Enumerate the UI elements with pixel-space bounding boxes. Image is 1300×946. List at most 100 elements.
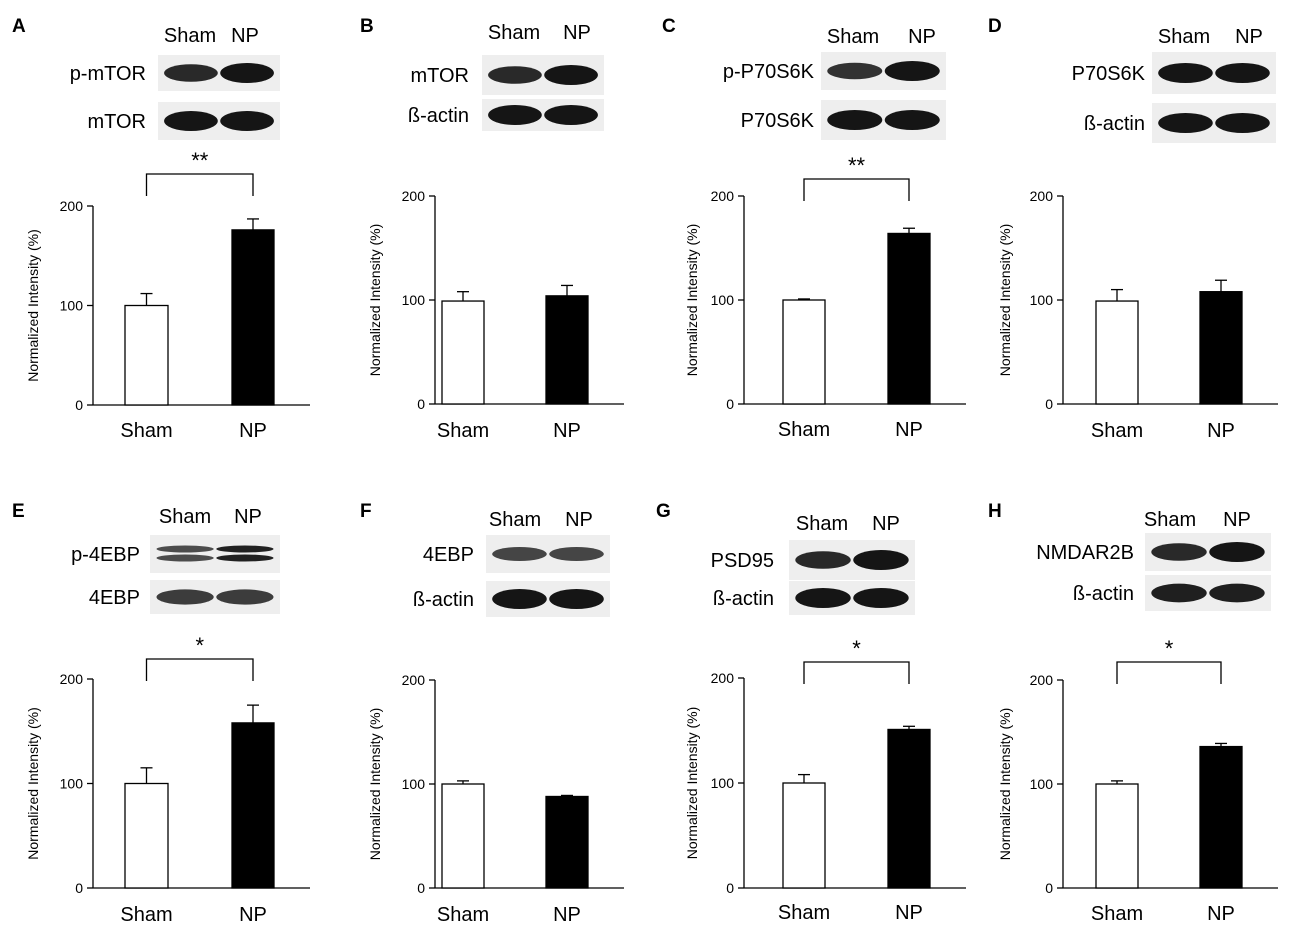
bar-np xyxy=(231,229,275,406)
x-category-label: NP xyxy=(895,419,923,441)
y-axis-label: Normalized Intensity (%) xyxy=(25,229,41,382)
protein-band xyxy=(488,66,542,84)
panel-letter: G xyxy=(656,501,671,522)
protein-band xyxy=(1158,113,1213,133)
y-tick-label: 0 xyxy=(75,880,83,896)
lane-label: Sham xyxy=(159,506,211,528)
y-tick-label: 100 xyxy=(402,292,426,308)
protein-band xyxy=(884,110,940,130)
y-axis-label: Normalized Intensity (%) xyxy=(997,224,1013,377)
lane-label: NP xyxy=(234,506,262,528)
lane-label: NP xyxy=(872,513,900,535)
x-category-label: NP xyxy=(239,420,267,442)
lane-label: NP xyxy=(231,25,259,47)
protein-label: ß-actin xyxy=(713,588,774,610)
panel-h: H Sham NP NMDAR2B ß-actin 0 100 200 Normalized I… xyxy=(988,501,1278,925)
y-tick-label: 100 xyxy=(1030,776,1054,792)
protein-band xyxy=(156,554,214,562)
y-tick-label: 200 xyxy=(711,670,735,686)
protein-band xyxy=(549,547,604,561)
panel-letter: F xyxy=(360,501,372,522)
protein-band xyxy=(1209,542,1265,562)
protein-band xyxy=(164,64,218,82)
protein-band xyxy=(795,588,851,608)
lane-label: Sham xyxy=(489,509,541,531)
y-tick-label: 100 xyxy=(60,298,84,314)
y-tick-label: 200 xyxy=(60,198,84,214)
panel-f: F Sham NP 4EBP ß-actin 0 100 200 Normalized Inte… xyxy=(360,501,624,926)
protein-band xyxy=(544,105,598,125)
y-tick-label: 0 xyxy=(417,396,425,412)
protein-band xyxy=(549,589,604,609)
bar-np xyxy=(1199,291,1243,405)
significance-bracket xyxy=(803,661,910,684)
protein-label: NMDAR2B xyxy=(1036,542,1134,564)
lane-label: NP xyxy=(563,22,591,44)
protein-label: ß-actin xyxy=(1073,583,1134,605)
protein-label: PSD95 xyxy=(711,550,774,572)
bar-sham xyxy=(124,304,169,406)
significance-marker: * xyxy=(195,633,204,658)
y-tick-label: 200 xyxy=(402,188,426,204)
protein-label: p-P70S6K xyxy=(723,61,815,83)
x-category-label: Sham xyxy=(437,904,489,926)
protein-label: ß-actin xyxy=(413,589,474,611)
protein-label: ß-actin xyxy=(1084,113,1145,135)
panel-letter: C xyxy=(662,16,676,37)
x-category-label: Sham xyxy=(120,420,172,442)
panel-d: D Sham NP P70S6K ß-actin 0 100 200 Normalized In… xyxy=(988,16,1278,442)
lane-label: Sham xyxy=(1158,26,1210,48)
panel-letter: E xyxy=(12,501,25,522)
bar-sham xyxy=(441,300,485,405)
western-blot-strip xyxy=(789,540,915,580)
x-category-label: Sham xyxy=(1091,420,1143,442)
protein-label: p-4EBP xyxy=(71,544,140,566)
western-blot-strip xyxy=(1152,52,1276,94)
protein-band xyxy=(492,589,547,609)
x-category-label: NP xyxy=(553,420,581,442)
lane-label: Sham xyxy=(164,25,216,47)
y-tick-label: 100 xyxy=(60,776,84,792)
protein-label: mTOR xyxy=(410,65,469,87)
bar-np xyxy=(887,728,931,889)
protein-band xyxy=(488,105,542,125)
bar-np xyxy=(1199,745,1243,889)
y-tick-label: 0 xyxy=(417,880,425,896)
x-category-label: NP xyxy=(239,904,267,926)
protein-band xyxy=(827,62,883,80)
protein-band xyxy=(220,111,274,131)
western-blot-strip xyxy=(486,535,610,573)
lane-label: NP xyxy=(565,509,593,531)
panel-g: G Sham NP PSD95 ß-actin 0 100 200 Normalized Int… xyxy=(656,501,966,924)
lane-label: Sham xyxy=(796,513,848,535)
x-category-label: Sham xyxy=(1091,903,1143,925)
western-blot-strip xyxy=(789,581,915,615)
lane-label: Sham xyxy=(827,26,879,48)
protein-label: 4EBP xyxy=(423,544,474,566)
protein-band xyxy=(1158,63,1213,83)
y-tick-label: 0 xyxy=(1045,880,1053,896)
lane-label: Sham xyxy=(1144,509,1196,531)
bar-np xyxy=(887,232,931,405)
lane-label: NP xyxy=(1223,509,1251,531)
y-axis-label: Normalized Intensity (%) xyxy=(367,224,383,377)
protein-band xyxy=(795,551,851,569)
protein-band xyxy=(220,63,274,83)
protein-band xyxy=(156,589,214,605)
western-blot-strip xyxy=(1152,103,1276,143)
western-blot-strip xyxy=(150,580,280,614)
bar-sham xyxy=(782,782,826,889)
y-tick-label: 200 xyxy=(711,188,735,204)
western-blot-strip xyxy=(821,100,946,140)
y-axis-label: Normalized Intensity (%) xyxy=(367,708,383,861)
y-tick-label: 100 xyxy=(402,776,426,792)
bar-sham xyxy=(782,299,826,405)
y-tick-label: 100 xyxy=(711,775,735,791)
protein-band xyxy=(164,111,218,131)
panel-letter: A xyxy=(12,16,26,37)
y-axis-label: Normalized Intensity (%) xyxy=(684,707,700,860)
protein-band xyxy=(853,588,909,608)
y-tick-label: 200 xyxy=(1030,672,1054,688)
protein-band xyxy=(1151,543,1207,561)
